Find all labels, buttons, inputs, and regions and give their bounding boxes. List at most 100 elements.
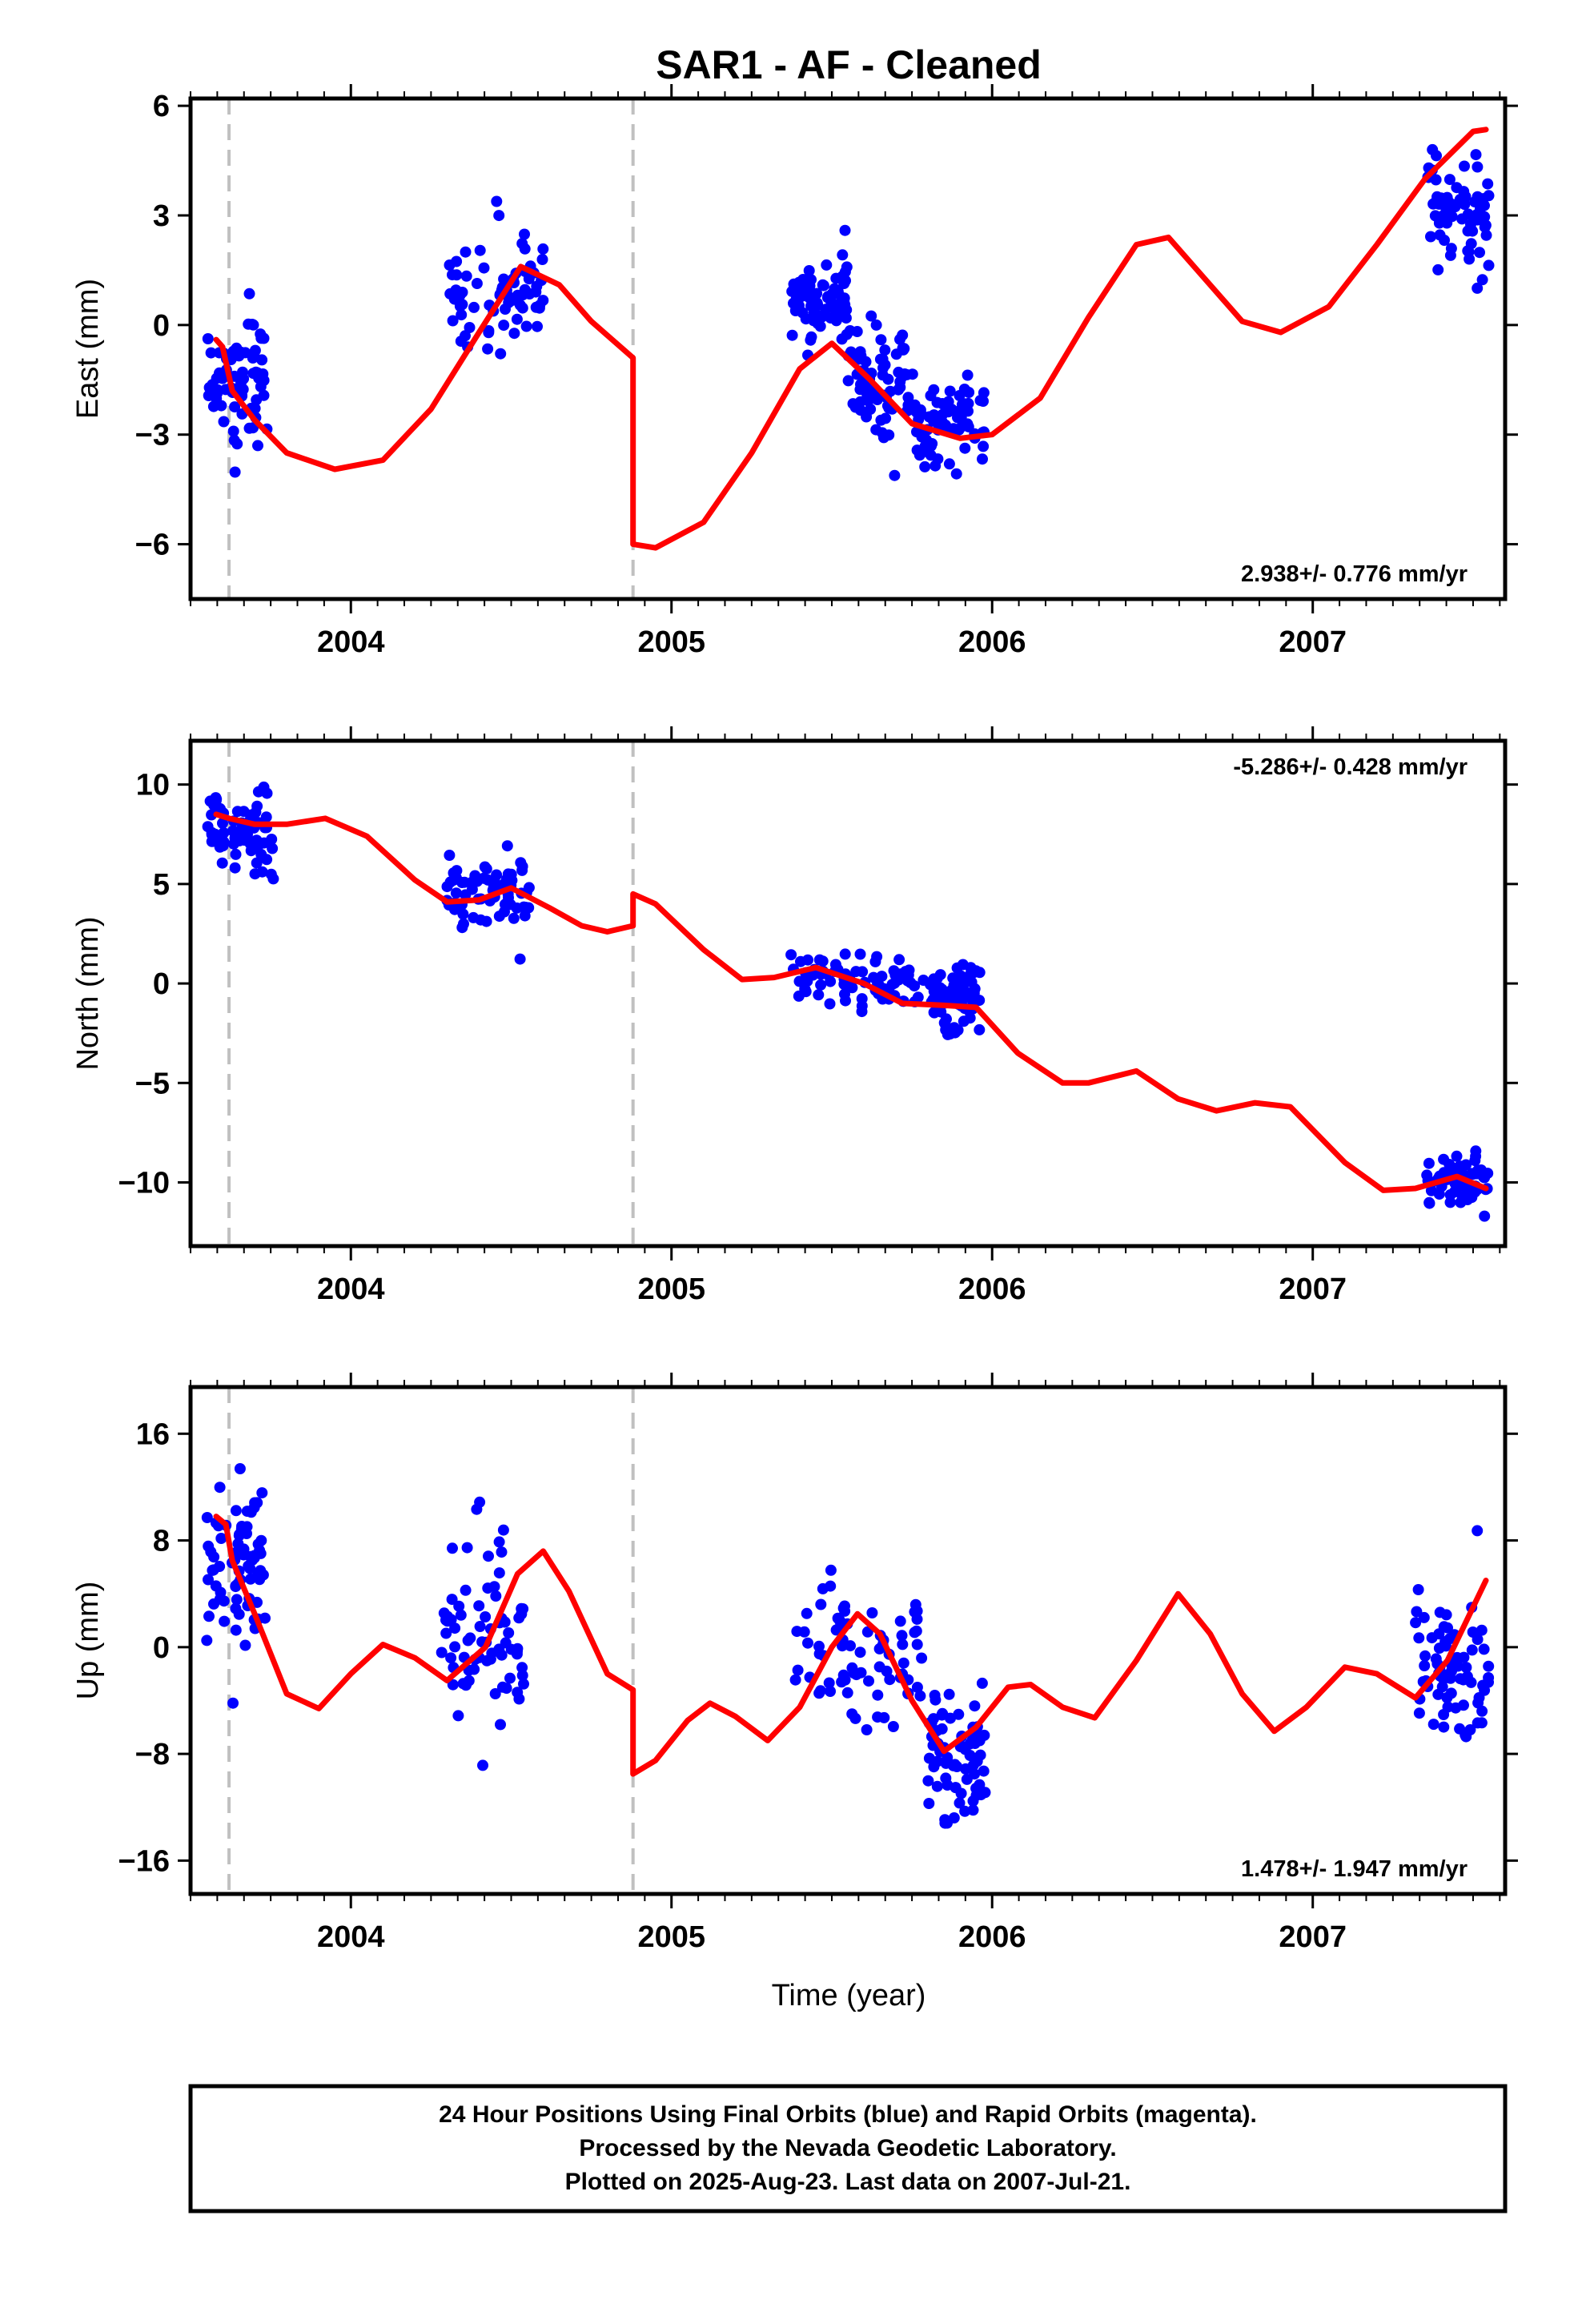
data-point bbox=[817, 279, 829, 292]
data-point bbox=[1460, 1159, 1472, 1171]
data-point bbox=[937, 1707, 949, 1719]
y-tick-label: 16 bbox=[136, 1417, 170, 1451]
y-tick-label: −6 bbox=[135, 529, 170, 562]
data-point bbox=[872, 1689, 884, 1701]
data-point bbox=[498, 320, 510, 332]
data-point bbox=[856, 1000, 868, 1012]
data-point bbox=[1482, 178, 1494, 190]
data-point bbox=[880, 412, 892, 424]
data-point bbox=[480, 1611, 492, 1622]
data-point bbox=[836, 333, 848, 345]
data-point bbox=[447, 1542, 458, 1554]
data-point bbox=[971, 1755, 983, 1767]
data-point bbox=[512, 289, 524, 301]
data-point bbox=[456, 922, 468, 934]
data-point bbox=[493, 1536, 505, 1548]
data-point bbox=[453, 1600, 465, 1612]
data-point bbox=[909, 1598, 921, 1610]
data-point bbox=[889, 469, 901, 481]
data-point bbox=[478, 262, 490, 274]
data-point bbox=[824, 998, 836, 1010]
data-point bbox=[436, 1647, 448, 1659]
data-point bbox=[962, 369, 974, 381]
data-point bbox=[859, 384, 871, 396]
data-point bbox=[446, 1594, 458, 1606]
data-point bbox=[1455, 1673, 1466, 1685]
data-point bbox=[1478, 1643, 1490, 1655]
data-point bbox=[483, 1550, 494, 1562]
data-point bbox=[208, 799, 220, 811]
data-point bbox=[825, 1564, 837, 1576]
data-point bbox=[1419, 1660, 1431, 1671]
data-point bbox=[493, 210, 505, 222]
data-point bbox=[850, 1669, 862, 1681]
data-point bbox=[1423, 1196, 1435, 1208]
data-point bbox=[902, 969, 914, 981]
data-point bbox=[968, 987, 980, 999]
data-point bbox=[909, 980, 921, 992]
data-point bbox=[978, 1765, 990, 1777]
data-point bbox=[1476, 1705, 1488, 1717]
data-point bbox=[1480, 229, 1492, 241]
data-point bbox=[959, 1805, 971, 1817]
data-point bbox=[911, 1682, 923, 1693]
data-point bbox=[950, 1782, 962, 1794]
data-point bbox=[898, 343, 910, 355]
data-point bbox=[203, 1574, 214, 1586]
data-point bbox=[522, 287, 534, 300]
data-point bbox=[474, 244, 486, 256]
data-point bbox=[884, 1674, 896, 1686]
data-point bbox=[854, 948, 866, 960]
data-point bbox=[248, 348, 260, 360]
data-point bbox=[896, 1630, 908, 1642]
data-point bbox=[823, 1677, 835, 1689]
data-point bbox=[495, 1719, 506, 1731]
data-point bbox=[251, 834, 263, 846]
data-point bbox=[508, 328, 520, 340]
data-point bbox=[248, 1502, 260, 1514]
data-point bbox=[254, 1545, 266, 1556]
data-point bbox=[234, 1463, 246, 1474]
data-point bbox=[214, 1482, 226, 1494]
data-point bbox=[851, 326, 863, 337]
data-point bbox=[825, 312, 837, 324]
data-point bbox=[464, 1632, 476, 1644]
data-point bbox=[814, 320, 826, 332]
data-point bbox=[943, 458, 955, 470]
data-point bbox=[785, 949, 797, 961]
x-tick-label: 2007 bbox=[1279, 625, 1347, 659]
data-point bbox=[239, 1639, 251, 1651]
data-point bbox=[1472, 1525, 1484, 1537]
data-point bbox=[267, 842, 279, 854]
data-point bbox=[799, 984, 811, 996]
data-point bbox=[928, 1761, 940, 1773]
data-point bbox=[471, 1503, 483, 1515]
data-point bbox=[532, 320, 543, 332]
data-point bbox=[874, 353, 886, 365]
data-point bbox=[913, 449, 926, 461]
data-point bbox=[813, 1640, 825, 1652]
data-point bbox=[802, 954, 813, 966]
data-point bbox=[230, 1505, 242, 1517]
data-point bbox=[1412, 1584, 1424, 1595]
data-point bbox=[940, 1772, 952, 1784]
data-point bbox=[1476, 274, 1488, 286]
data-point bbox=[793, 975, 805, 987]
data-point bbox=[237, 366, 248, 378]
data-point bbox=[256, 354, 268, 366]
data-point bbox=[1472, 1634, 1484, 1646]
data-points-east bbox=[202, 143, 1495, 481]
data-point bbox=[956, 987, 968, 999]
data-point bbox=[1476, 1717, 1488, 1729]
data-point bbox=[456, 309, 468, 321]
data-point bbox=[203, 1610, 215, 1622]
data-point bbox=[455, 1609, 467, 1621]
data-point bbox=[227, 1697, 239, 1709]
data-point bbox=[1438, 214, 1450, 226]
data-point bbox=[897, 1638, 909, 1651]
data-point bbox=[231, 1594, 243, 1606]
data-point bbox=[473, 1600, 485, 1612]
x-tick-label: 2007 bbox=[1279, 1920, 1347, 1954]
data-point bbox=[942, 406, 954, 418]
data-point bbox=[914, 1690, 926, 1702]
